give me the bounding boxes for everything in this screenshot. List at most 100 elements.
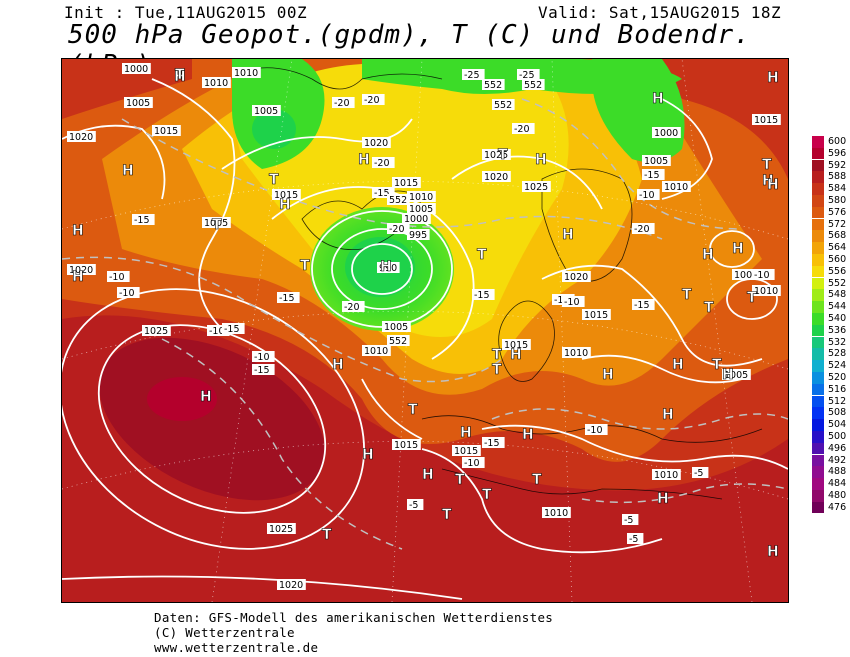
map-value-label-box [482,171,511,182]
map-value-label: -15 [632,299,655,311]
map-value-label-box [502,339,531,350]
map-value-label: 1020 [362,137,391,149]
map-value-label-text: 1010 [754,286,778,297]
high-pressure-marker: H [762,173,774,189]
map-value-label-box [342,301,365,312]
map-value-label: -10 [462,457,485,469]
map-value-label-text: -10 [754,270,770,281]
low-pressure-marker: T [762,157,772,173]
map-value-label: -5 [622,514,639,526]
map-value-label-box [462,457,485,468]
map-value-label-box [522,79,545,90]
map-value-label-box [402,213,431,224]
color-scale-swatch [812,324,824,337]
low-pressure-marker: T [455,472,465,488]
map-value-label-box [407,203,436,214]
color-scale-swatch [812,348,824,360]
map-value-label: 1005 [252,105,281,117]
map-value-label-box [662,181,691,192]
high-pressure-marker: H [358,152,370,168]
low-pressure-marker: T [682,287,692,303]
map-value-label-text: 1015 [154,126,178,137]
map-value-label-text: 1005 [384,322,408,333]
map-value-label: -20 [342,301,365,313]
color-scale-swatch [812,360,824,372]
high-pressure-marker: H [522,427,534,443]
high-pressure-marker: H [279,197,291,213]
high-pressure-marker: H [362,447,374,463]
map-value-label-text: -5 [629,534,638,545]
map-value-label: -5 [407,499,424,511]
map-value-label: 1015 [582,309,611,321]
map-value-label: -10 [562,296,585,308]
color-scale-swatch [812,242,824,254]
map-value-label: 1005 [732,269,761,281]
map-value-label-text: 1015 [754,115,778,126]
color-scale-swatch [812,372,824,384]
map-value-label: -15 [472,289,495,301]
map-value-label-text: 1020 [364,138,388,149]
map-value-label-text: 995 [409,230,427,241]
map-value-label-text: 1010 [564,348,588,359]
map-value-label-text: -10 [587,425,603,436]
color-scale-label: 476 [828,501,847,513]
low-pressure-marker: T [492,347,502,363]
map-value-label-box [407,191,436,202]
color-scale-label: 564 [828,242,847,254]
map-value-label: 1005 [407,203,436,215]
color-scale-swatch [812,218,824,231]
low-pressure-marker: T [212,217,222,233]
color-scale-label: 532 [828,336,847,348]
map-value-label: 1015 [502,339,531,351]
map-value-label: 1015 [152,125,181,137]
color-scale-swatch [812,195,824,207]
coastlines [251,67,763,500]
color-scale-swatch [812,383,824,396]
color-scale-swatch [812,254,824,266]
map-value-label-box [407,499,424,510]
high-pressure-marker: H [422,467,434,483]
map-value-label-box [482,79,505,90]
map-value-label-text: 1010 [364,346,388,357]
map-value-label-box [482,149,511,160]
color-scale-label: 556 [828,265,847,277]
map-value-label-box [142,325,171,336]
map-value-label-text: 1010 [544,508,568,519]
high-pressure-marker: H [657,491,669,507]
color-scale-label: 552 [828,277,847,289]
color-scale-swatch [812,501,824,514]
map-value-label-text: 1025 [524,182,548,193]
map-value-label-box [562,347,591,358]
map-value-label-text: 1010 [664,182,688,193]
map-value-label-text: 1005 [734,270,758,281]
map-value-label-text: 1020 [69,132,93,143]
map-value-label-text: -20 [634,224,650,235]
map-value-label: 1025 [267,523,296,535]
high-pressure-marker: H [510,347,522,363]
map-value-label-text: -20 [344,302,360,313]
map-value-label: 1015 [272,189,301,201]
map-value-label-text: 1005 [409,204,433,215]
high-pressure-marker: H [767,70,779,86]
map-value-label-text: 1005 [204,218,228,229]
color-scale-label: 520 [828,372,847,383]
map-value-label: 1010 [232,67,261,79]
map-value-label-box [132,214,155,225]
high-pressure-marker: H [174,69,186,85]
map-value-label-box [252,105,281,116]
map-value-label-box [517,69,540,80]
high-pressure-marker: H [652,91,664,107]
color-scale-swatch [812,442,824,455]
color-scale-swatch [812,289,824,301]
map-value-label: 1015 [392,439,421,451]
low-pressure-marker: T [712,357,722,373]
footer-copyright: (C) Wetterzentrale [154,625,295,640]
pressure-temperature-labels: 1000101010101005100510151020102010151010… [67,63,781,591]
map-value-label-box [627,533,644,544]
map-value-label-box [392,177,421,188]
map-value-label: -20 [362,94,385,106]
map-value-label-box [722,369,751,380]
map-value-label: 1020 [482,171,511,183]
map-value-label-box [562,296,585,307]
color-scale-label: 584 [828,183,847,195]
